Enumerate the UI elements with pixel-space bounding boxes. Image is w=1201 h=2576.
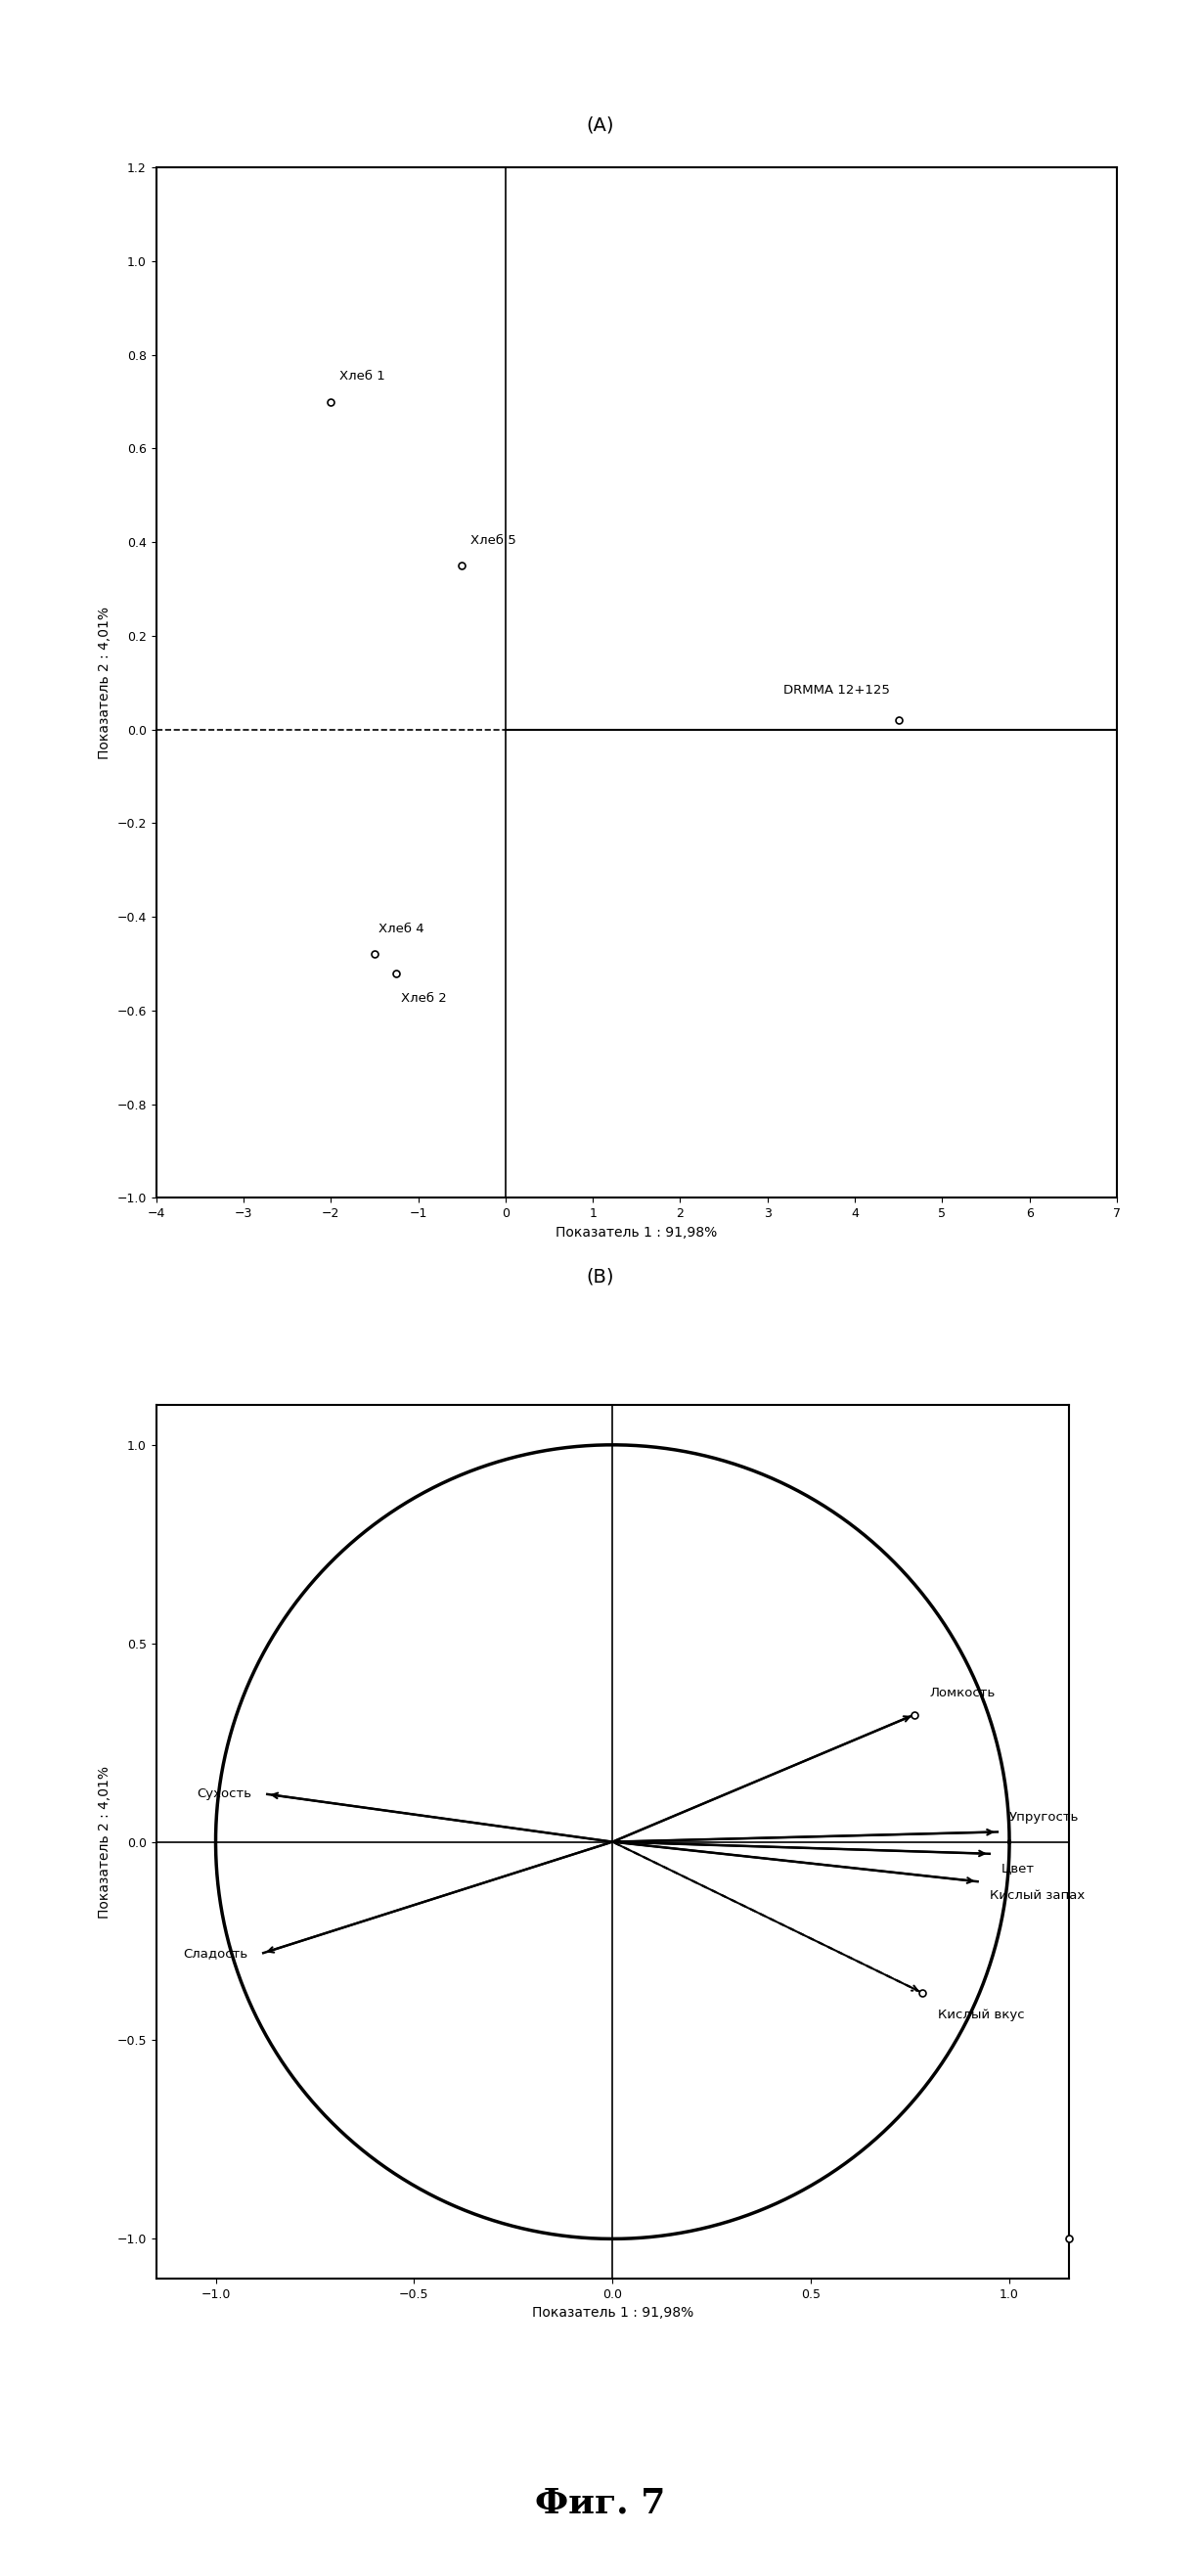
- Text: Сухость: Сухость: [197, 1788, 251, 1801]
- Text: Хлеб 5: Хлеб 5: [471, 533, 516, 546]
- Text: DRMMA 12+125: DRMMA 12+125: [783, 685, 890, 696]
- Text: Хлеб 1: Хлеб 1: [340, 371, 386, 384]
- Text: Кислый запах: Кислый запах: [990, 1888, 1085, 1901]
- Text: Кислый вкус: Кислый вкус: [938, 2009, 1024, 2022]
- Text: Фиг. 7: Фиг. 7: [536, 2486, 665, 2519]
- X-axis label: Показатель 1 : 91,98%: Показатель 1 : 91,98%: [556, 1226, 717, 1239]
- Text: (B): (B): [586, 1267, 615, 1285]
- Text: (A): (A): [586, 116, 615, 134]
- Text: Ломкость: Ломкость: [930, 1687, 996, 1700]
- X-axis label: Показатель 1 : 91,98%: Показатель 1 : 91,98%: [532, 2306, 693, 2321]
- Y-axis label: Показатель 2 : 4,01%: Показатель 2 : 4,01%: [97, 1765, 112, 1919]
- Text: Цвет: Цвет: [1002, 1862, 1035, 1875]
- Text: Хлеб 4: Хлеб 4: [378, 922, 424, 935]
- Text: Хлеб 2: Хлеб 2: [401, 992, 447, 1005]
- Text: Упругость: Упругость: [1009, 1811, 1080, 1824]
- Text: Сладость: Сладость: [183, 1947, 247, 1960]
- Y-axis label: Показатель 2 : 4,01%: Показатель 2 : 4,01%: [97, 605, 112, 760]
